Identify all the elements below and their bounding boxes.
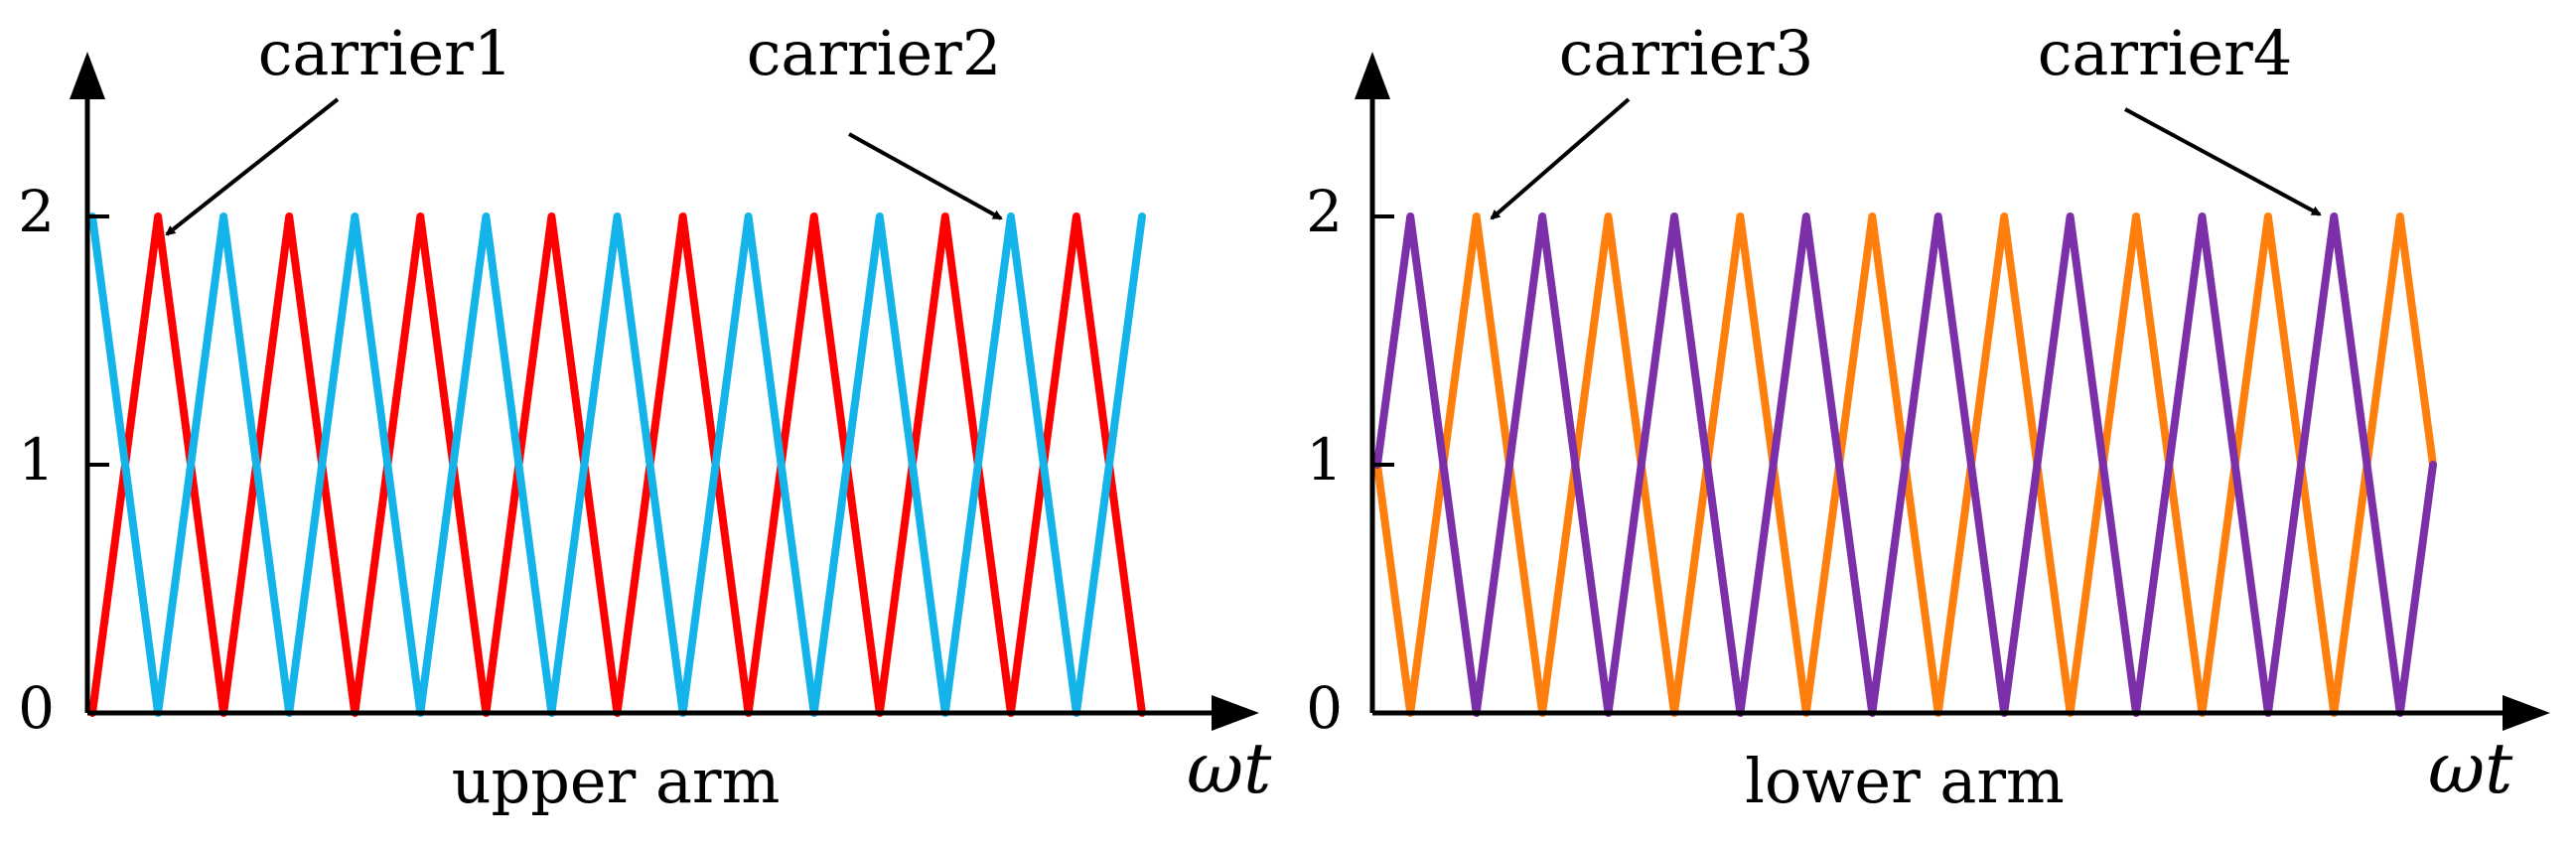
legend-label-carrier1: carrier1 [258,17,513,89]
y-tick-label-0: 0 [18,674,55,742]
y-tick-label-1: 1 [1306,426,1343,494]
x-axis-label-upper-arm: upper arm [452,745,781,817]
x-axis-arrowhead [2503,695,2550,731]
annotation-arrow-carrier2 [848,132,1003,220]
x-axis-name-omega-t: ωt [1187,728,1272,809]
annotation-arrow-carrier1 [165,97,340,236]
y-axis-arrowhead [1355,52,1390,99]
x-axis-label-lower-arm: lower arm [1745,745,2065,817]
plot-area-upper [88,212,1146,717]
series-line-carrier2 [88,212,1146,717]
chart-lower-arm: 2 1 0 lower arm ωt carrier3 carrier4 [1306,17,2550,817]
annotation-arrow-carrier3 [1490,97,1631,220]
legend-label-carrier4: carrier4 [2038,17,2293,89]
y-tick-label-0: 0 [1306,674,1343,742]
chart-upper-arm: 2 1 0 upper arm ωt carrier1 carrier2 [18,17,1272,817]
plot-area-lower [1373,212,2437,717]
annotation-arrow-carrier4 [2124,107,2322,216]
x-axis-name-omega-t: ωt [2428,728,2513,809]
series-line-carrier4 [1373,212,2437,717]
y-tick-label-2: 2 [1306,178,1343,245]
legend-label-carrier2: carrier2 [747,17,1002,89]
legend-label-carrier3: carrier3 [1559,17,1814,89]
y-axis-arrowhead [70,52,105,99]
series-line-carrier1 [88,212,1146,717]
y-tick-label-2: 2 [18,178,55,245]
x-axis-arrowhead [1212,695,1259,731]
y-tick-label-1: 1 [18,426,55,494]
